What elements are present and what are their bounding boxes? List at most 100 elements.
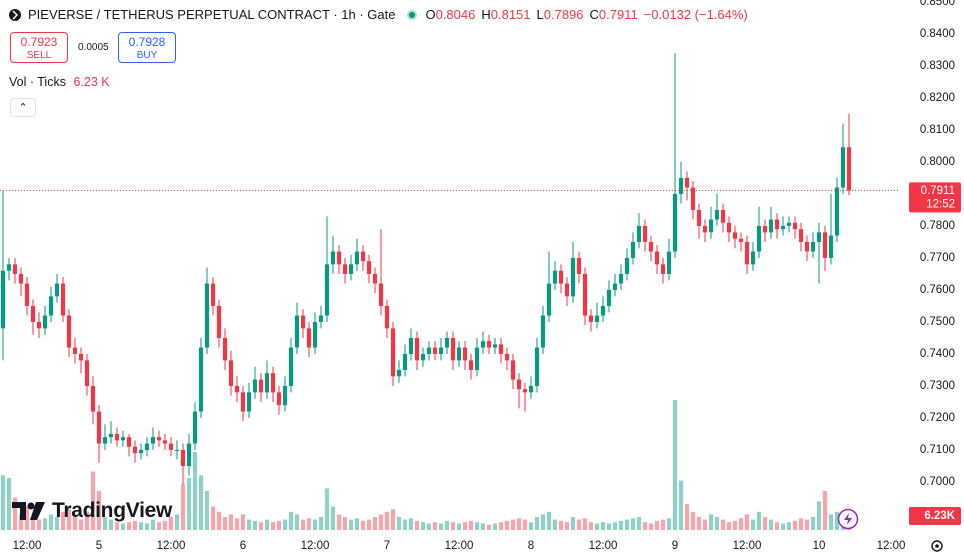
candle-body: [198, 347, 204, 412]
volume-bar: [624, 519, 630, 530]
status-dot: [407, 9, 418, 20]
volume-bar: [666, 518, 672, 530]
x-tick-label: 12:00: [445, 540, 474, 552]
volume-bar: [456, 523, 462, 530]
volume-bar: [348, 519, 354, 530]
candle-body: [774, 219, 780, 230]
candle-body: [468, 360, 474, 370]
h-label: H: [481, 7, 491, 22]
y-tick-label: 0.7500: [920, 316, 955, 328]
candle-body: [648, 241, 654, 252]
candle-body: [204, 283, 210, 348]
countdown-label: 12:52: [926, 198, 955, 210]
candle-body: [132, 446, 138, 454]
candle-body: [726, 222, 732, 233]
sell-button[interactable]: 0.7923 SELL: [10, 32, 68, 63]
volume-bar: [822, 491, 828, 530]
volume-bar: [336, 514, 342, 530]
candle-body: [42, 315, 48, 329]
candle-body: [162, 440, 168, 444]
candle-body: [282, 385, 288, 406]
volume-bar: [582, 518, 588, 530]
y-tick-label: 0.7100: [920, 444, 955, 456]
sell-label: SELL: [26, 50, 52, 61]
candle-body: [294, 315, 300, 348]
volume-bar: [762, 517, 768, 530]
volume-bar: [690, 511, 696, 530]
candle-body: [24, 283, 30, 306]
candle-body: [222, 337, 228, 361]
candle-body: [0, 270, 6, 329]
volume-bar: [264, 519, 270, 530]
candle-body: [834, 187, 840, 236]
candle-body: [462, 347, 468, 361]
volume-bar: [342, 517, 348, 530]
candle-body: [240, 392, 246, 412]
x-tick-label: 5: [96, 540, 102, 552]
candle-body: [786, 222, 792, 226]
last-price-label: 0.7911: [921, 185, 955, 197]
candle-body: [246, 392, 252, 412]
l-label: L: [536, 7, 544, 22]
candle-body: [330, 251, 336, 265]
candle-body: [444, 337, 450, 348]
candle-body: [474, 347, 480, 370]
candle-body: [822, 232, 828, 258]
volume-bar: [480, 523, 486, 530]
volume-bar: [450, 522, 456, 530]
candle-body: [384, 305, 390, 329]
volume-bar: [288, 511, 294, 530]
volume-bar: [774, 522, 780, 530]
volume-bar: [312, 519, 318, 530]
volume-bar: [354, 518, 360, 530]
volume-bar: [138, 522, 144, 530]
candle-body: [414, 337, 420, 361]
volume-bar: [474, 522, 480, 530]
sell-price: 0.7923: [20, 35, 58, 49]
volume-bar: [210, 506, 216, 530]
candle-body: [348, 264, 354, 274]
logo: TradingView: [12, 499, 172, 523]
volume-bar: [282, 519, 288, 530]
volume-bar: [678, 480, 684, 530]
volume-bar: [426, 523, 432, 530]
volume-bar: [810, 517, 816, 530]
volume-bar: [528, 522, 534, 530]
candle-body: [114, 433, 120, 441]
candle-body: [756, 225, 762, 252]
volume-bar: [192, 452, 198, 530]
volume-bar: [714, 517, 720, 530]
candle-body: [228, 360, 234, 386]
y-tick-label: 0.8400: [920, 28, 955, 40]
volume-bar: [702, 519, 708, 530]
candle-body: [732, 232, 738, 239]
candle-body: [522, 389, 528, 393]
volume-bar: [792, 520, 798, 530]
volume-bar: [600, 522, 606, 530]
volume-bar: [246, 519, 252, 530]
lightning-button[interactable]: [837, 508, 859, 530]
volume-bar: [378, 514, 384, 530]
settings-button[interactable]: [929, 538, 945, 554]
candle-body: [456, 347, 462, 361]
volume-bar: [534, 517, 540, 530]
volume-bar: [402, 519, 408, 530]
candle-body: [636, 225, 642, 242]
volume-label: 6.23K: [924, 510, 955, 522]
candle-body: [336, 251, 342, 265]
candle-body: [588, 315, 594, 322]
candle-body: [654, 251, 660, 265]
volume-bar: [696, 517, 702, 530]
collapse-button[interactable]: ⌃: [10, 98, 36, 117]
candle-body: [426, 347, 432, 354]
x-tick-label: 9: [672, 540, 678, 552]
volume-bar: [798, 518, 804, 530]
last-price-box: [909, 182, 961, 213]
candle-body: [360, 251, 366, 262]
spread: 0.0005: [78, 42, 109, 53]
buy-button[interactable]: 0.7928 BUY: [118, 32, 176, 63]
volume-bar: [234, 518, 240, 530]
candle-body: [486, 341, 492, 348]
candle-body: [630, 241, 636, 258]
